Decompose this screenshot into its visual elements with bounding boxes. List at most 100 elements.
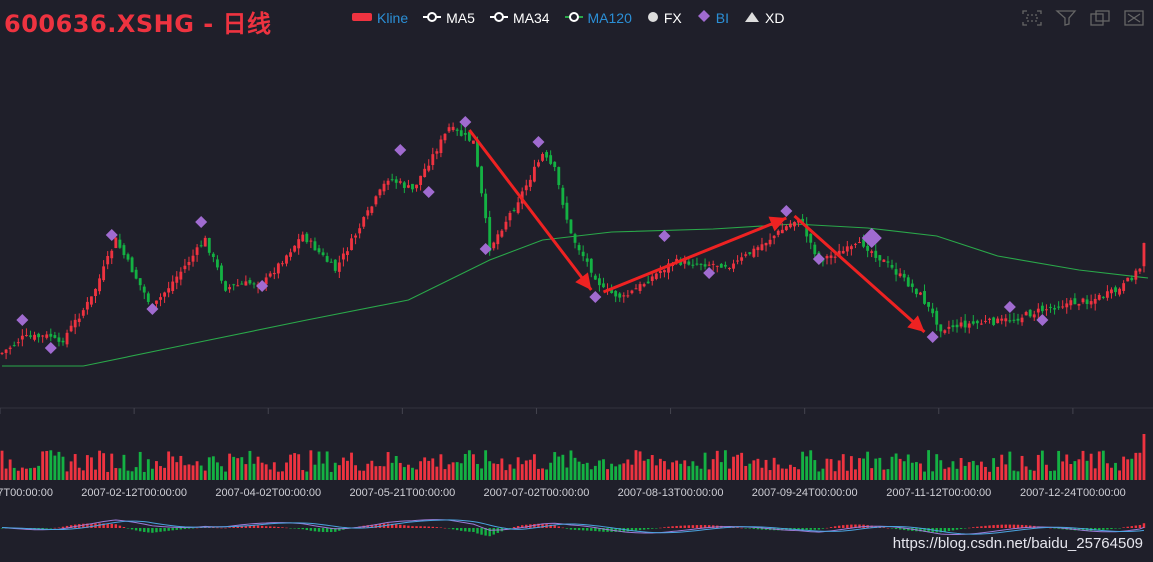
legend-item-ma120[interactable]: MA120: [564, 9, 632, 26]
macd-bar: [49, 528, 53, 529]
volume-bar: [1077, 459, 1081, 480]
volume-bar: [979, 461, 983, 480]
macd-bar: [586, 528, 589, 531]
candle-body: [874, 250, 878, 258]
candle-body: [325, 256, 329, 262]
legend-item-fx[interactable]: FX: [647, 9, 682, 26]
candle-body: [894, 269, 898, 275]
candlestick-series: [0, 122, 1146, 360]
macd-bar: [301, 528, 304, 530]
candle-body: [602, 283, 605, 288]
macd-bar: [1138, 525, 1142, 528]
volume-bar: [98, 450, 101, 480]
volume-bar: [142, 471, 146, 480]
macd-bar: [898, 528, 902, 530]
volume-bar: [878, 457, 882, 480]
volume-bar: [1028, 469, 1032, 480]
macd-bar: [886, 527, 890, 529]
volume-bar: [94, 469, 97, 480]
macd-bar: [1020, 524, 1024, 528]
save-image-icon[interactable]: [1123, 9, 1145, 27]
candle-body: [16, 342, 20, 344]
candle-body: [780, 229, 784, 234]
candle-body: [992, 317, 996, 325]
candle-body: [476, 140, 479, 167]
volume-bar: [854, 469, 857, 480]
candle-body: [1069, 300, 1073, 306]
volume-bar: [325, 451, 329, 480]
volume-bar: [110, 453, 114, 480]
macd-bar: [1130, 526, 1133, 528]
volume-bar: [480, 468, 483, 480]
volume-bar: [1032, 470, 1036, 480]
candle-body: [8, 347, 12, 350]
candle-body: [923, 291, 926, 304]
volume-bar: [114, 468, 118, 480]
zoom-reset-icon[interactable]: [1055, 9, 1077, 27]
macd-bar: [224, 527, 227, 529]
volume-bar: [894, 453, 898, 480]
macd-dif-line: [1, 519, 1145, 535]
macd-bar: [451, 528, 455, 530]
legend-item-kline[interactable]: Kline: [352, 9, 408, 26]
bi-arrow-head: [907, 315, 925, 332]
macd-bar: [707, 525, 711, 528]
macd-bar: [679, 525, 682, 528]
macd-dea-line: [2, 519, 1145, 535]
candle-body: [906, 277, 910, 287]
volume-bar: [923, 471, 926, 480]
macd-bar: [293, 528, 296, 529]
bi-point: [1003, 301, 1016, 313]
x-tick-label: 2007-02-12T00:00:00: [81, 487, 187, 499]
macd-bar: [1053, 528, 1056, 529]
macd-bar: [1134, 525, 1138, 528]
volume-bar: [910, 462, 914, 480]
volume-bar: [16, 470, 20, 480]
volume-bar: [195, 461, 199, 480]
macd-bar: [516, 525, 520, 528]
macd-bar: [919, 528, 922, 532]
volume-bar: [378, 466, 382, 480]
zoom-area-icon[interactable]: [1021, 9, 1043, 27]
bi-point: [394, 144, 407, 156]
bi-point: [812, 253, 825, 265]
volume-bar: [459, 463, 463, 480]
legend-item-ma5[interactable]: MA5: [423, 9, 475, 26]
volume-bar: [992, 458, 996, 480]
volume-bar: [736, 454, 740, 480]
legend-item-ma34[interactable]: MA34: [489, 9, 550, 26]
legend-item-bi[interactable]: BI: [697, 9, 729, 26]
candle-body: [979, 323, 983, 325]
macd-bar: [220, 527, 223, 529]
volume-bar: [102, 453, 106, 480]
macd-bar: [1122, 527, 1125, 528]
volume-bar: [484, 450, 488, 480]
candle-body: [1045, 309, 1048, 311]
macd-bar: [537, 523, 540, 528]
macd-bar: [313, 528, 317, 532]
volume-bar: [967, 462, 971, 480]
volume-bar: [439, 454, 443, 480]
bi-point: [780, 205, 793, 217]
macd-bar: [317, 528, 321, 532]
candle-body: [333, 259, 337, 271]
legend-item-xd[interactable]: XD: [744, 9, 784, 26]
macd-bar: [797, 528, 800, 530]
candle-body: [886, 261, 890, 263]
macd-bar: [1126, 526, 1129, 528]
candle-body: [467, 131, 471, 141]
restore-icon[interactable]: [1089, 9, 1111, 27]
candle-body: [919, 292, 922, 295]
volume-bar: [313, 464, 317, 480]
bi-point: [479, 243, 492, 255]
legend-label: MA34: [512, 9, 550, 26]
macd-bar: [1024, 525, 1028, 528]
volume-bar: [537, 468, 540, 480]
volume-bar: [183, 465, 187, 480]
volume-bar: [618, 464, 622, 480]
volume-bar: [654, 465, 658, 480]
volume-bar: [159, 466, 162, 480]
candle-body: [996, 318, 1000, 324]
volume-bar: [687, 466, 691, 480]
volume-bar: [305, 471, 309, 480]
